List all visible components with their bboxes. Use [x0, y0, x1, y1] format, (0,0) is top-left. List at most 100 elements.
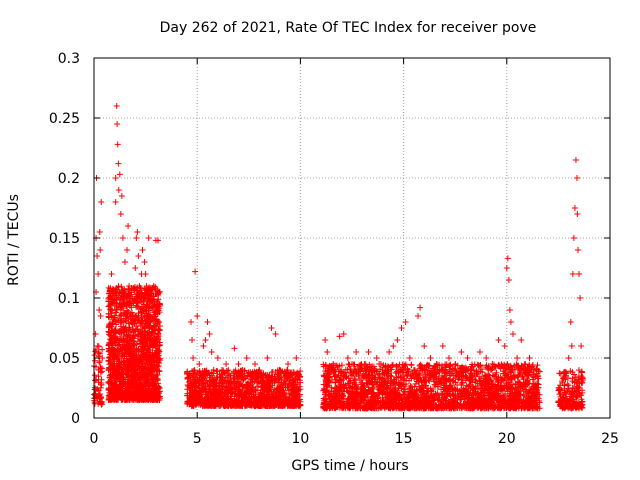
- data-point: [140, 320, 147, 327]
- data-point: [118, 396, 125, 403]
- data-point: [109, 391, 116, 398]
- data-point: [146, 288, 153, 295]
- data-point: [154, 330, 161, 337]
- data-point: [122, 395, 129, 402]
- data-point: [184, 398, 191, 405]
- data-point: [154, 363, 161, 370]
- data-point: [129, 296, 136, 303]
- data-point: [142, 383, 149, 390]
- data-point: [242, 375, 249, 382]
- data-point: [130, 389, 137, 396]
- data-point: [98, 368, 105, 375]
- data-point: [91, 372, 98, 379]
- data-point: [123, 327, 130, 334]
- data-point: [152, 396, 159, 403]
- data-point: [149, 303, 156, 310]
- data-point: [113, 394, 120, 401]
- data-point: [140, 352, 147, 359]
- data-point: [151, 383, 158, 390]
- data-point: [275, 378, 282, 385]
- data-point: [131, 384, 138, 391]
- data-point: [139, 396, 146, 403]
- data-point: [131, 283, 138, 290]
- data-point: [156, 388, 163, 395]
- data-point: [154, 292, 161, 299]
- data-point: [135, 363, 142, 370]
- data-point: [127, 352, 134, 359]
- data-point: [115, 283, 122, 290]
- data-point: [108, 387, 115, 394]
- data-point: [117, 327, 124, 334]
- data-point: [152, 313, 159, 320]
- data-point: [114, 335, 121, 342]
- data-point: [146, 357, 153, 364]
- data-point: [139, 333, 146, 340]
- data-point: [143, 347, 150, 354]
- data-point: [137, 358, 144, 365]
- data-point: [139, 346, 146, 353]
- data-point: [156, 357, 163, 364]
- data-point: [108, 327, 115, 334]
- chart-title: Day 262 of 2021, Rate Of TEC Index for r…: [160, 20, 537, 36]
- data-point: [106, 393, 113, 400]
- data-point: [94, 386, 101, 393]
- data-point: [110, 360, 117, 367]
- data-point: [143, 323, 150, 330]
- data-point: [126, 348, 133, 355]
- data-point: [111, 315, 118, 322]
- data-point: [145, 365, 152, 372]
- data-point: [91, 352, 98, 359]
- data-point: [107, 336, 114, 343]
- data-point: [118, 349, 125, 356]
- data-point: [154, 299, 161, 306]
- data-point: [118, 313, 125, 320]
- data-point: [112, 349, 119, 356]
- data-point: [119, 382, 126, 389]
- data-point: [110, 340, 117, 347]
- data-point: [95, 379, 102, 386]
- data-point: [124, 390, 131, 397]
- data-point: [120, 288, 127, 295]
- data-point: [98, 393, 105, 400]
- data-point: [125, 376, 132, 383]
- data-point: [95, 350, 102, 357]
- data-point: [106, 321, 113, 328]
- data-point: [95, 387, 102, 394]
- data-point: [155, 362, 162, 369]
- data-point: [142, 371, 149, 378]
- data-point: [123, 315, 130, 322]
- data-point: [138, 390, 145, 397]
- data-point: [258, 384, 265, 391]
- data-point: [138, 343, 145, 350]
- data-point: [110, 382, 117, 389]
- data-point: [132, 365, 139, 372]
- data-point: [125, 308, 132, 315]
- data-point: [156, 348, 163, 355]
- data-point: [105, 342, 112, 349]
- data-point: [107, 285, 114, 292]
- data-point: [122, 347, 129, 354]
- data-point: [154, 319, 161, 326]
- data-point: [133, 293, 140, 300]
- data-point: [147, 311, 154, 318]
- data-point: [139, 314, 146, 321]
- data-point: [130, 332, 137, 339]
- data-point: [133, 287, 140, 294]
- data-point: [144, 335, 151, 342]
- data-point: [153, 366, 160, 373]
- data-point: [135, 315, 142, 322]
- data-point: [141, 361, 148, 368]
- data-point: [98, 382, 105, 389]
- data-point: [139, 327, 146, 334]
- data-point: [119, 370, 126, 377]
- data-point: [105, 348, 112, 355]
- data-point: [238, 374, 245, 381]
- data-point: [123, 332, 130, 339]
- data-point: [95, 373, 102, 380]
- data-point: [119, 351, 126, 358]
- data-point: [133, 302, 140, 309]
- data-point: [137, 306, 144, 313]
- data-point: [118, 366, 125, 373]
- data-point: [133, 345, 140, 352]
- data-point: [284, 384, 291, 391]
